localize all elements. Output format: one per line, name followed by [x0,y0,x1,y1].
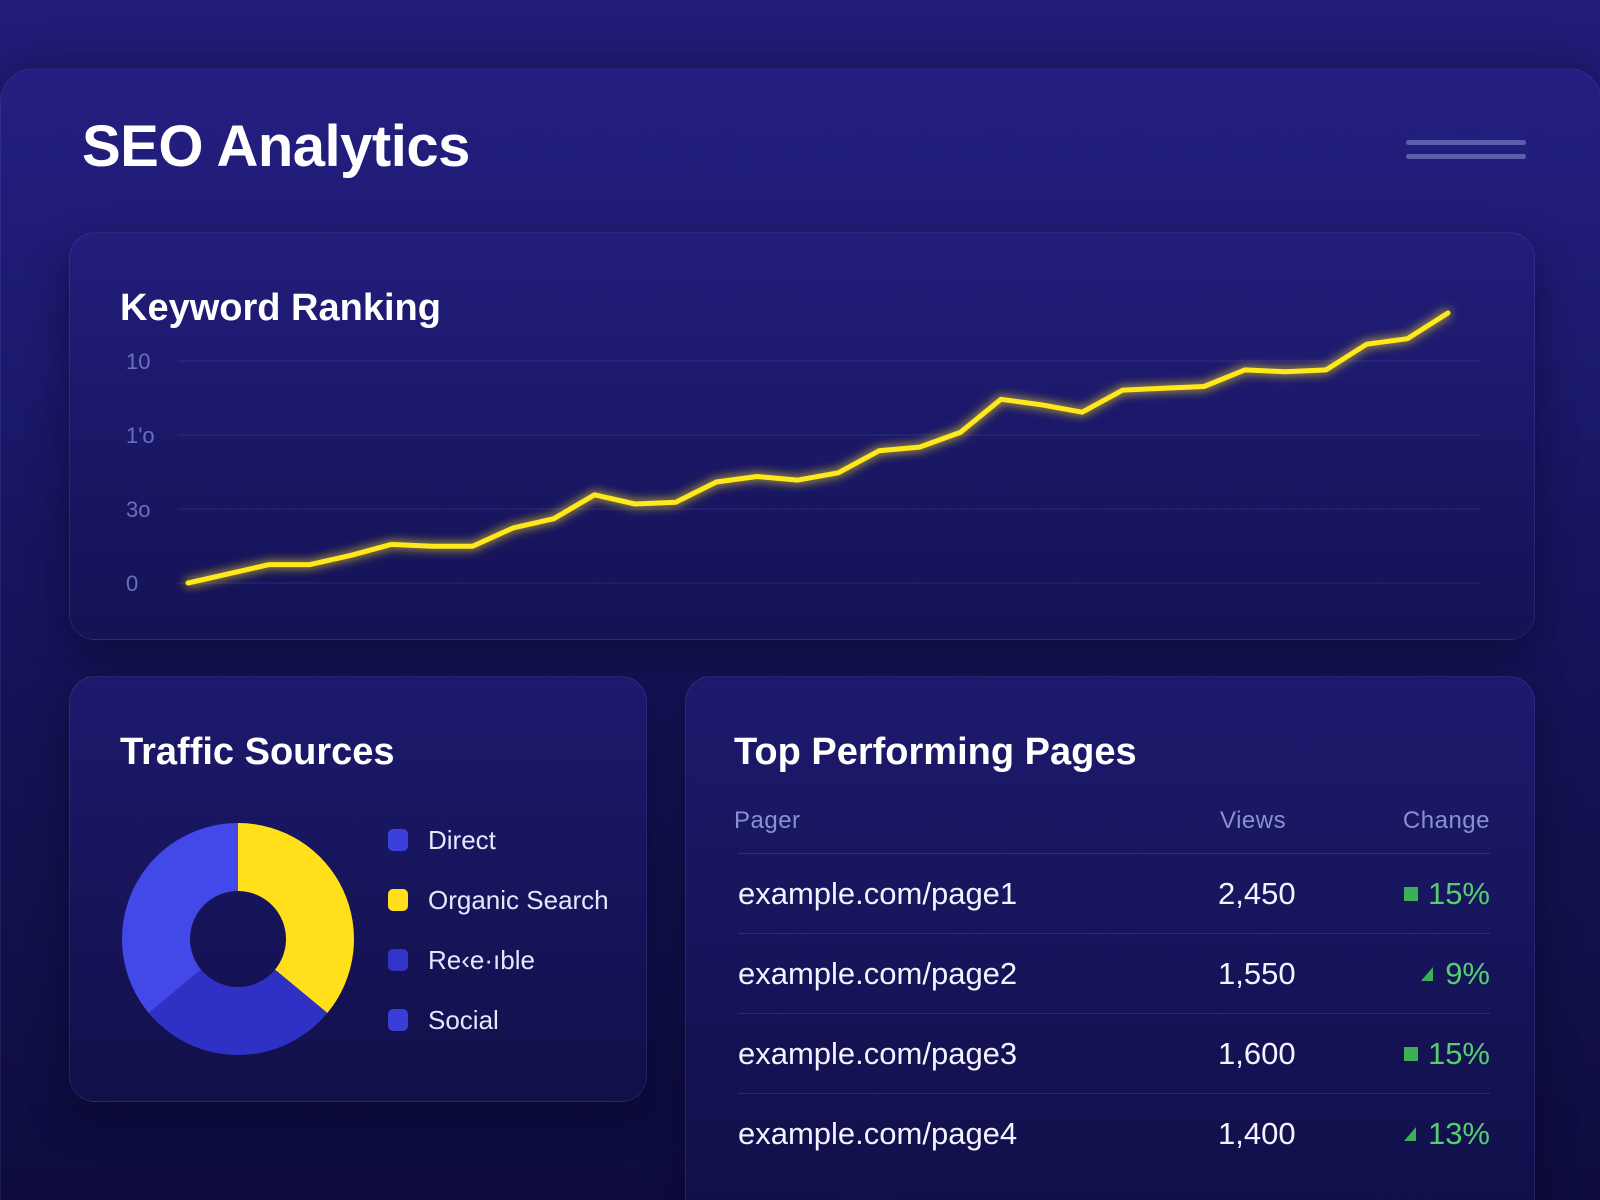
page-title: SEO Analytics [82,114,470,179]
page-views: 1,600 [1218,1036,1296,1071]
table-row[interactable]: example.com/page1 2,450 15% [738,853,1490,933]
legend-swatch [388,889,408,911]
menu-bar [1406,140,1526,145]
page-views: 2,450 [1218,876,1296,911]
page-views: 1,550 [1218,956,1296,991]
traffic-legend: Direct Organic Search Re‹e·ıble Social [388,825,609,1065]
page-url[interactable]: example.com/page3 [738,1036,1018,1071]
page-change: 15% [1403,1036,1490,1072]
table-row[interactable]: example.com/page3 1,600 15% [738,1013,1490,1093]
top-pages-table: example.com/page1 2,450 15% example.com/… [738,853,1490,1173]
traffic-sources-title: Traffic Sources [120,731,395,773]
legend-swatch [388,949,408,971]
page-url[interactable]: example.com/page2 [738,956,1018,991]
column-header-views[interactable]: Views [1220,807,1287,834]
page-url[interactable]: example.com/page1 [738,876,1018,911]
page-change: 15% [1403,876,1490,912]
legend-item-direct[interactable]: Direct [388,825,609,855]
change-value: 9% [1445,956,1490,991]
legend-swatch [388,829,408,851]
legend-label: Organic Search [428,884,609,915]
table-row[interactable]: example.com/page4 1,400 13% [738,1093,1490,1173]
page-url[interactable]: example.com/page4 [738,1116,1018,1151]
legend-item-social[interactable]: Social [388,1005,609,1035]
y-tick-label: 0 [126,571,138,596]
change-value: 15% [1427,1036,1490,1071]
increase-triangle-icon [1421,967,1434,981]
donut-slice[interactable] [121,823,238,1013]
legend-label: Social [428,1004,499,1035]
keyword-ranking-chart: 10 1'o 3o 0 [126,310,1480,596]
page-change: 9% [1421,956,1490,992]
legend-label: Re‹e·ıble [428,944,535,975]
table-row[interactable]: example.com/page2 1,550 9% [738,933,1490,1013]
y-tick-label: 10 [126,349,150,374]
page-views: 1,400 [1218,1116,1296,1151]
column-header-page[interactable]: Pager [734,807,801,834]
keyword-ranking-card: 10 1'o 3o 0 Keyword Ranking [69,232,1535,640]
change-value: 13% [1427,1116,1490,1151]
donut-slice[interactable] [148,969,328,1055]
increase-triangle-icon [1403,1127,1416,1141]
legend-item-organic-search[interactable]: Organic Search [388,885,609,915]
increase-square-icon [1403,1047,1418,1061]
menu-bar [1406,154,1526,159]
y-tick-label: 3o [126,497,150,522]
top-pages-title: Top Performing Pages [734,731,1137,773]
donut-slice[interactable] [238,823,354,1013]
change-value: 15% [1427,876,1490,911]
legend-label: Direct [428,824,496,855]
hamburger-menu-icon[interactable] [1406,138,1526,166]
legend-swatch [388,1009,408,1031]
ranking-series-line [185,310,1451,586]
keyword-ranking-title: Keyword Ranking [120,287,441,329]
traffic-sources-card: Traffic Sources Direct Organic Search Re… [69,676,647,1102]
column-header-change[interactable]: Change [1402,807,1490,834]
increase-square-icon [1403,887,1418,901]
y-tick-label: 1'o [126,423,155,448]
traffic-donut-chart [121,823,354,1055]
page-change: 13% [1403,1116,1490,1152]
legend-item-referrable[interactable]: Re‹e·ıble [388,945,609,975]
top-pages-card: Top Performing Pages Pager Views Change … [685,676,1535,1200]
